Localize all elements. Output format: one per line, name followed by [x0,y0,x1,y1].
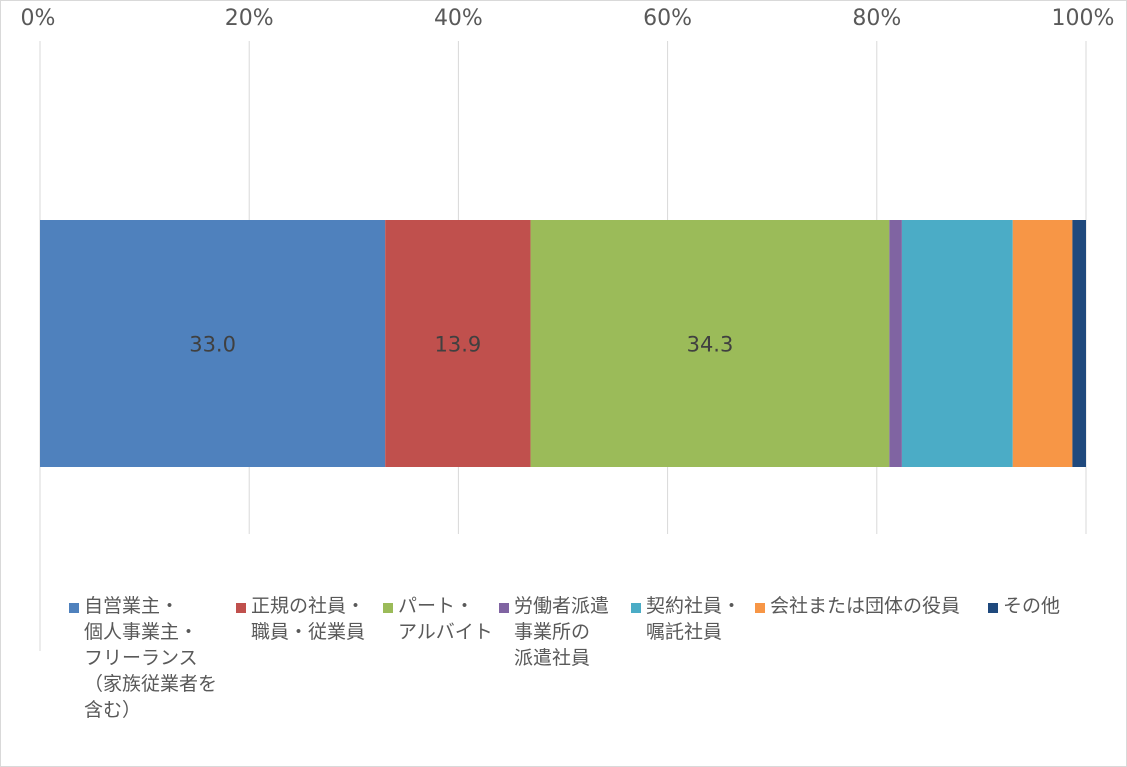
legend-swatch [499,603,509,613]
data-labels: 33.0 13.9 34.3 [189,333,733,357]
bar-segment [1012,220,1073,467]
data-label: 13.9 [434,333,481,357]
bar-segment [385,220,531,467]
legend-label: その他 [1003,595,1061,617]
x-tick-label: 100% [1052,6,1115,31]
legend-item: 会社または団体の役員 [755,593,960,619]
x-tick-label: 60% [643,6,692,31]
bar-segments [40,220,1086,467]
legend-item: 自営業主・ 個人事業主・ フリーランス （家族従業者を 含む） [69,593,217,723]
bar-segment [40,220,386,467]
legend-item: パート・ アルバイト [383,593,493,645]
legend-swatch [988,603,998,613]
bar-segment [901,220,1013,467]
x-tick-label: 20% [225,6,274,31]
legend-item: その他 [988,593,1060,619]
bar-segment [889,220,902,467]
legend-item: 正規の社員・ 職員・従業員 [236,593,365,645]
legend-label: 自営業主・ 個人事業主・ フリーランス （家族従業者を 含む） [84,595,218,721]
data-label: 33.0 [189,333,236,357]
legend-swatch [69,603,79,613]
legend-label: 正規の社員・ 職員・従業員 [251,595,366,643]
bar-segment [530,220,890,467]
legend-swatch [755,603,765,613]
legend-swatch [383,603,393,613]
legend-swatch [631,603,641,613]
legend-label: 労働者派遣 事業所の 派遣社員 [514,595,610,669]
data-label: 34.3 [687,333,734,357]
legend-item: 労働者派遣 事業所の 派遣社員 [499,593,609,671]
x-tick-label: 80% [852,6,901,31]
x-axis-tick-labels: 0% 20% 40% 60% 80% 100% [21,6,1115,31]
bar-segment [1072,220,1086,467]
legend: 自営業主・ 個人事業主・ フリーランス （家族従業者を 含む） 正規の社員・ 職員… [69,593,1109,743]
legend-label: パート・ アルバイト [398,595,493,643]
legend-swatch [236,603,246,613]
x-tick-label: 0% [21,6,56,31]
legend-label: 会社または団体の役員 [770,595,961,617]
legend-label: 契約社員・ 嘱託社員 [646,595,742,643]
x-tick-label: 40% [434,6,483,31]
legend-item: 契約社員・ 嘱託社員 [631,593,741,645]
